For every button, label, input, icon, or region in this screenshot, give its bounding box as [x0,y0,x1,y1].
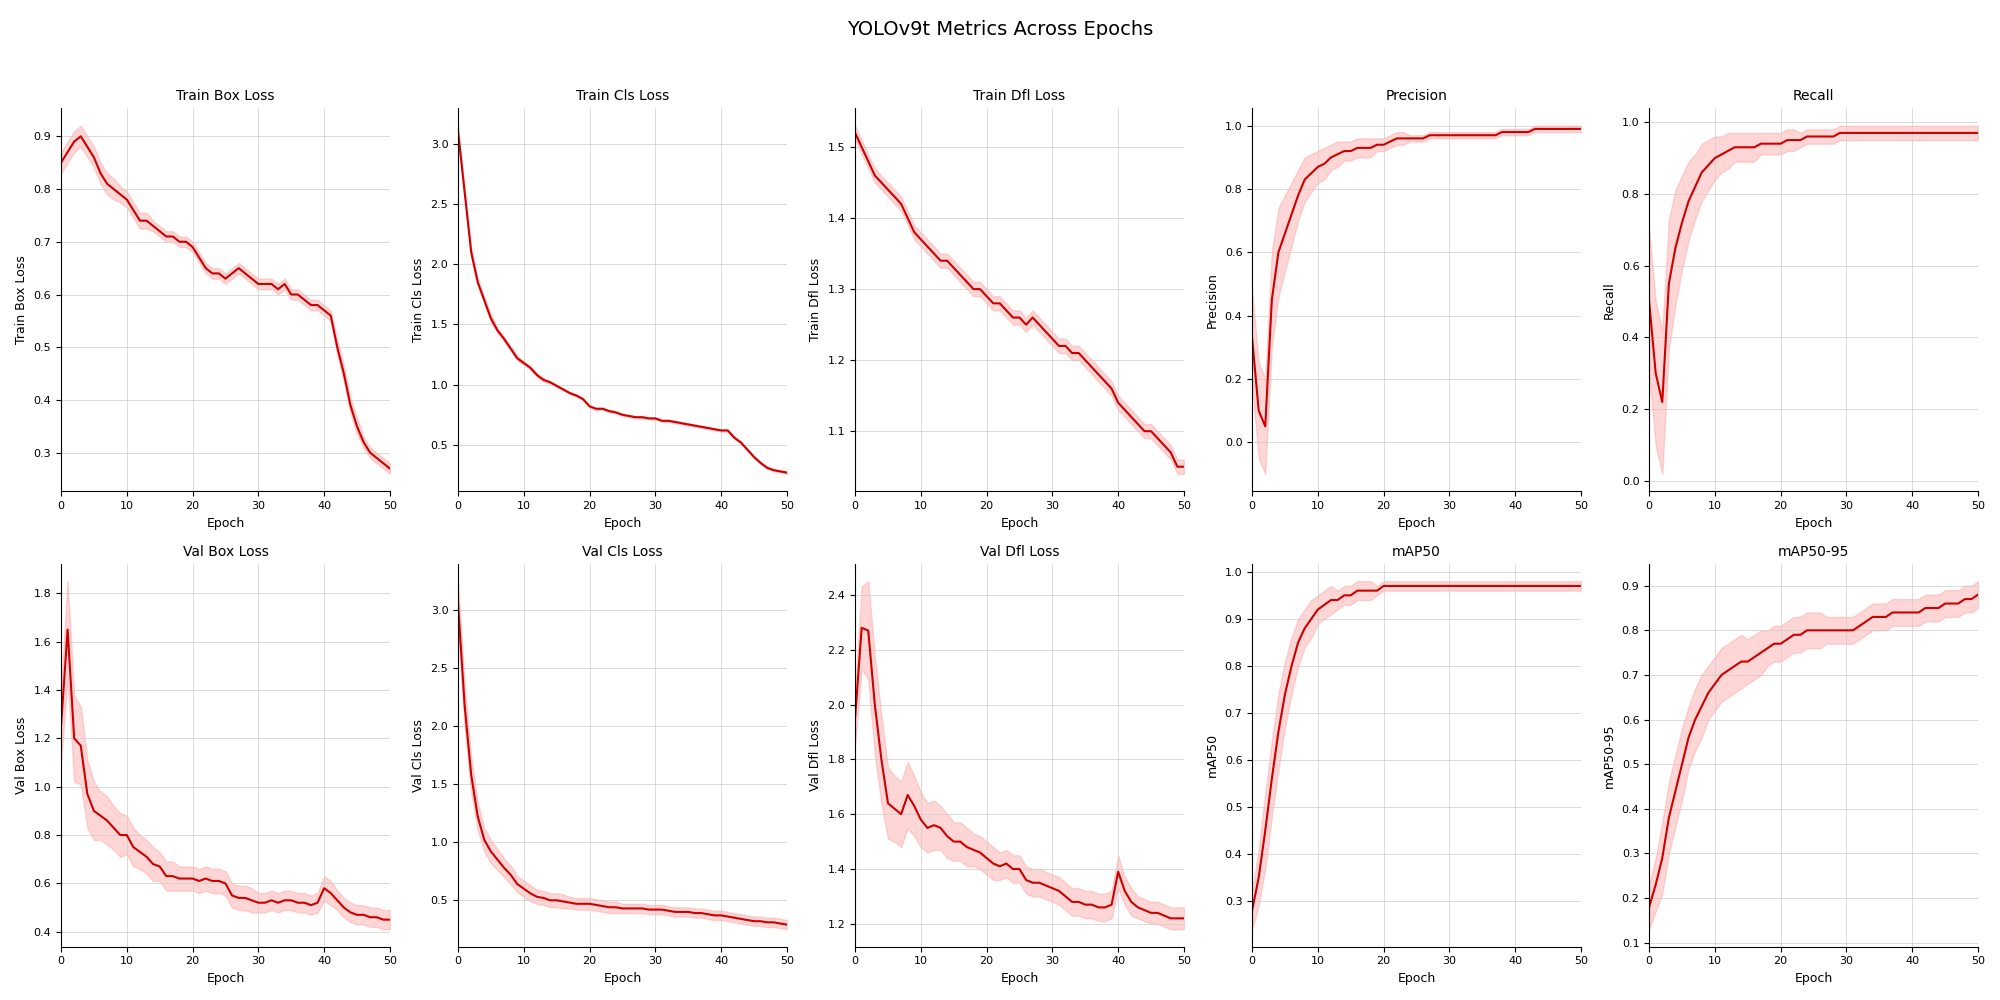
X-axis label: Epoch: Epoch [1398,517,1436,530]
X-axis label: Epoch: Epoch [1794,972,1832,985]
Y-axis label: Val Dfl Loss: Val Dfl Loss [808,719,822,791]
Title: Train Box Loss: Train Box Loss [176,89,274,103]
X-axis label: Epoch: Epoch [206,517,244,530]
Y-axis label: Recall: Recall [1604,281,1616,319]
Y-axis label: Train Dfl Loss: Train Dfl Loss [810,258,822,341]
Title: Val Box Loss: Val Box Loss [182,545,268,559]
X-axis label: Epoch: Epoch [206,972,244,985]
Y-axis label: Precision: Precision [1206,272,1220,328]
X-axis label: Epoch: Epoch [1000,517,1038,530]
Text: YOLOv9t Metrics Across Epochs: YOLOv9t Metrics Across Epochs [846,20,1154,39]
Y-axis label: Train Box Loss: Train Box Loss [14,255,28,344]
X-axis label: Epoch: Epoch [1794,517,1832,530]
Title: mAP50: mAP50 [1392,545,1440,559]
Y-axis label: Val Box Loss: Val Box Loss [14,717,28,794]
X-axis label: Epoch: Epoch [1000,972,1038,985]
X-axis label: Epoch: Epoch [604,517,642,530]
Title: Precision: Precision [1386,89,1448,103]
Title: Val Dfl Loss: Val Dfl Loss [980,545,1060,559]
Title: Train Dfl Loss: Train Dfl Loss [974,89,1066,103]
Y-axis label: mAP50-95: mAP50-95 [1604,723,1616,788]
X-axis label: Epoch: Epoch [604,972,642,985]
Y-axis label: Train Cls Loss: Train Cls Loss [412,258,426,342]
Y-axis label: Val Cls Loss: Val Cls Loss [412,719,426,792]
Title: mAP50-95: mAP50-95 [1778,545,1850,559]
Title: Recall: Recall [1792,89,1834,103]
Y-axis label: mAP50: mAP50 [1206,733,1220,777]
Title: Val Cls Loss: Val Cls Loss [582,545,662,559]
X-axis label: Epoch: Epoch [1398,972,1436,985]
Title: Train Cls Loss: Train Cls Loss [576,89,670,103]
